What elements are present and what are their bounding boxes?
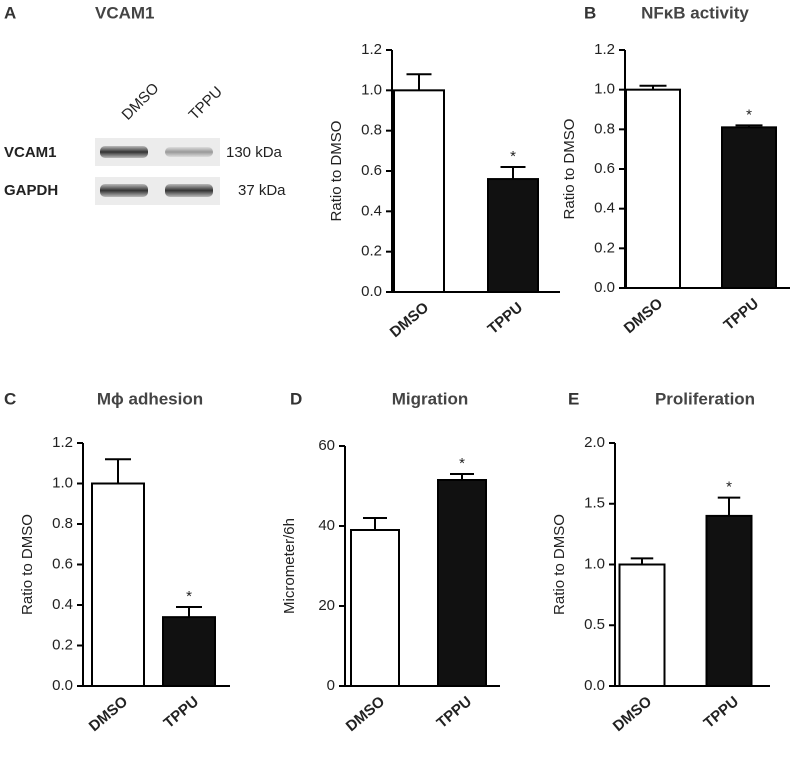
y-tick-label: 1.0	[361, 81, 382, 98]
y-axis-label: Ratio to DMSO	[19, 514, 36, 615]
y-tick-label: 2.0	[584, 434, 605, 451]
chart: 0.0 0.2 0.4 0.6 0.8 1.0 1.2 Ratio to DMSO DMSO TP…	[561, 3, 790, 337]
y-tick-label: 1.0	[594, 81, 615, 98]
y-tick-label: 1.5	[584, 495, 605, 512]
y-axis-label: Ratio to DMSO	[328, 121, 345, 222]
y-tick-label: 1.2	[52, 434, 73, 451]
y-tick-label: 0.4	[52, 596, 73, 613]
panel-label: E	[568, 389, 579, 408]
significance-marker: *	[186, 588, 192, 605]
x-tick-label: TPPU	[161, 693, 203, 732]
y-tick-label: 0.0	[584, 677, 605, 694]
y-axis-label: Ratio to DMSO	[551, 514, 568, 615]
bar	[487, 178, 539, 293]
chart: 0.0 0.5 1.0 1.5 2.0 Ratio to DMSO DMSO TPPU * E Pr…	[551, 389, 770, 735]
x-tick-label: DMSO	[343, 693, 389, 735]
lane-label: DMSO	[119, 80, 163, 124]
bar	[91, 482, 145, 687]
y-tick-label: 0.2	[594, 239, 615, 256]
significance-marker: *	[459, 455, 465, 472]
significance-marker: *	[746, 106, 752, 123]
band-size: 37 kDa	[238, 182, 286, 199]
x-tick-label: DMSO	[610, 693, 656, 735]
blot-title: VCAM1	[95, 3, 155, 22]
blot-band	[100, 146, 148, 158]
y-axis-label: Micrometer/6h	[281, 518, 298, 614]
blot-band	[165, 147, 213, 157]
y-tick-label: 0	[327, 677, 335, 694]
bar	[625, 88, 681, 289]
y-tick-label: 0.6	[361, 162, 382, 179]
x-tick-label: DMSO	[387, 299, 433, 341]
x-tick-label: TPPU	[434, 693, 476, 732]
significance-marker: *	[510, 148, 516, 165]
blot-band	[165, 184, 213, 197]
panel-label: D	[290, 389, 302, 408]
chart-title: Migration	[392, 389, 469, 408]
y-tick-label: 0.6	[52, 555, 73, 572]
lane-label: TPPU	[186, 83, 226, 123]
y-tick-label: 0.0	[361, 283, 382, 300]
bar	[162, 616, 216, 688]
significance-marker: *	[726, 479, 732, 496]
row-label: VCAM1	[4, 144, 57, 161]
western-blot: A VCAM1 DMSO TPPU VCAM1 GAPDH 130 kDa 37…	[4, 3, 286, 205]
y-tick-label: 0.0	[52, 677, 73, 694]
bar	[705, 514, 753, 688]
x-tick-label: DMSO	[621, 295, 667, 337]
y-tick-label: 0.2	[52, 636, 73, 653]
y-tick-label: 1.0	[584, 555, 605, 572]
y-tick-label: 40	[318, 517, 335, 534]
y-tick-label: 0.8	[52, 515, 73, 532]
panel-label: C	[4, 389, 16, 408]
y-tick-label: 20	[318, 597, 335, 614]
y-tick-label: 0.4	[361, 202, 382, 219]
y-axis-label: Ratio to DMSO	[561, 119, 578, 220]
chart: 0.0 0.2 0.4 0.6 0.8 1.0 1.2 Ratio to DMSO DMSO TP…	[328, 41, 560, 341]
bar	[350, 529, 400, 687]
bar	[393, 89, 445, 294]
chart-title: Proliferation	[655, 389, 755, 408]
chart-title: NFκB activity	[641, 3, 749, 22]
panel-label: A	[4, 3, 16, 22]
y-tick-label: 0.5	[584, 616, 605, 633]
panel-label: B	[584, 3, 596, 22]
y-tick-label: 0.4	[594, 200, 615, 217]
row-label: GAPDH	[4, 182, 58, 199]
bar	[721, 126, 777, 289]
blot-band	[100, 184, 148, 197]
y-tick-label: 0.6	[594, 160, 615, 177]
y-tick-label: 1.2	[361, 41, 382, 58]
x-tick-label: TPPU	[721, 295, 763, 334]
chart-title: Mϕ adhesion	[97, 389, 203, 408]
x-tick-label: TPPU	[701, 693, 743, 732]
y-tick-label: 0.0	[594, 279, 615, 296]
y-tick-label: 0.2	[361, 243, 382, 260]
y-tick-label: 0.8	[594, 120, 615, 137]
x-tick-label: DMSO	[86, 693, 132, 735]
bar	[618, 563, 666, 687]
bar	[437, 479, 487, 687]
chart: 0.0 0.2 0.4 0.6 0.8 1.0 1.2 Ratio to DMSO DMSO TP…	[4, 389, 230, 735]
y-tick-label: 1.0	[52, 474, 73, 491]
chart: 0 20 40 60 Micrometer/6h DMSO TPPU * D Migration	[281, 389, 500, 735]
x-tick-label: TPPU	[485, 299, 527, 338]
y-tick-label: 60	[318, 437, 335, 454]
y-tick-label: 1.2	[594, 41, 615, 58]
band-size: 130 kDa	[226, 144, 283, 161]
y-tick-label: 0.8	[361, 122, 382, 139]
